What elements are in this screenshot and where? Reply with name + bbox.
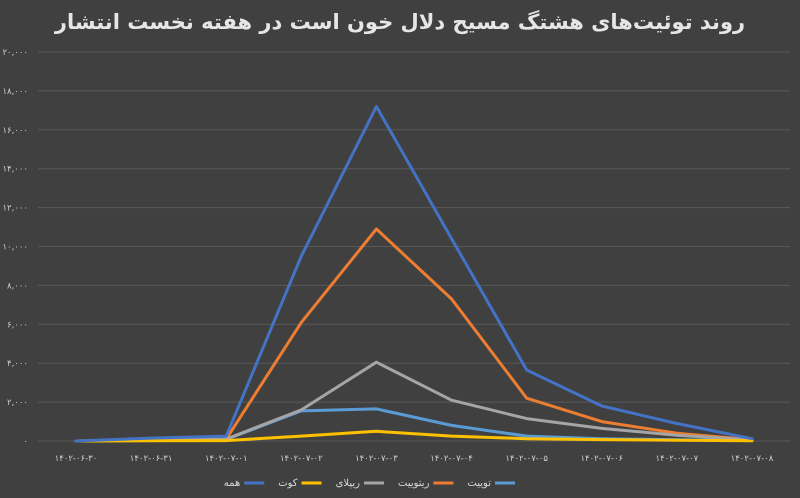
legend-item: ریپلای <box>336 478 384 489</box>
y-tick-label: ۱۸,۰۰۰ <box>2 87 28 97</box>
series-line <box>74 105 754 443</box>
legend-label: همه <box>224 478 240 489</box>
y-tick-label: ۱۶,۰۰۰ <box>2 126 28 136</box>
legend-item: ریتوییت <box>398 478 454 489</box>
y-tick-label: ۰ <box>23 437 28 447</box>
y-tick-label: ۱۴,۰۰۰ <box>2 165 28 175</box>
x-tick-label: ۱۴۰۲-۰۷-۰۳ <box>355 454 398 464</box>
y-tick-label: ۱۲,۰۰۰ <box>2 204 28 214</box>
y-tick-label: ۲۰,۰۰۰ <box>2 48 28 58</box>
legend-item: همه <box>224 478 265 489</box>
chart-title: روند توئیت‌های هشتگ مسیح دلال خون است در… <box>54 9 745 34</box>
y-tick-label: ۴,۰۰۰ <box>7 359 28 369</box>
y-tick-label: ۶,۰۰۰ <box>7 320 28 330</box>
x-tick-label: ۱۴۰۲-۰۷-۰۱ <box>205 454 248 464</box>
x-tick-label: ۱۴۰۲-۰۷-۰۷ <box>656 454 699 464</box>
y-axis-ticks: ۰ ۲,۰۰۰ ۴,۰۰۰ ۶,۰۰۰ ۸,۰۰۰ ۱۰,۰۰۰ ۱۲,۰۰۰ ۱۴,۰۰۰ ۱… <box>2 48 28 447</box>
series-line <box>74 227 754 443</box>
legend-item: توییت <box>467 478 515 489</box>
legend: توییت ریتوییت ریپلای کوت همه <box>224 478 515 489</box>
x-tick-label: ۱۴۰۲-۰۷-۰۵ <box>505 454 548 464</box>
legend-label: توییت <box>467 478 491 489</box>
series-line <box>74 429 754 443</box>
legend-label: ریپلای <box>336 478 361 489</box>
x-tick-label: ۱۴۰۲-۰۶-۳۱ <box>130 454 173 464</box>
legend-label: ریتوییت <box>398 478 430 489</box>
y-tick-label: ۸,۰۰۰ <box>7 281 28 291</box>
y-tick-label: ۲,۰۰۰ <box>7 398 28 408</box>
x-tick-label: ۱۴۰۲-۰۷-۰۶ <box>580 454 623 464</box>
x-tick-label: ۱۴۰۲-۰۶-۳۰ <box>55 454 98 464</box>
grid-layer <box>38 51 790 442</box>
x-tick-label: ۱۴۰۲-۰۷-۰۴ <box>430 454 473 464</box>
x-tick-label: ۱۴۰۲-۰۷-۰۸ <box>731 454 774 464</box>
series-layer <box>74 105 754 443</box>
x-axis-ticks: ۱۴۰۲-۰۶-۳۰ ۱۴۰۲-۰۶-۳۱ ۱۴۰۲-۰۷-۰۱ ۱۴۰۲-۰۷-۰۲… <box>55 454 774 464</box>
y-tick-label: ۱۰,۰۰۰ <box>2 243 28 253</box>
legend-label: کوت <box>278 478 298 489</box>
legend-item: کوت <box>278 478 322 489</box>
x-tick-label: ۱۴۰۲-۰۷-۰۲ <box>280 454 323 464</box>
